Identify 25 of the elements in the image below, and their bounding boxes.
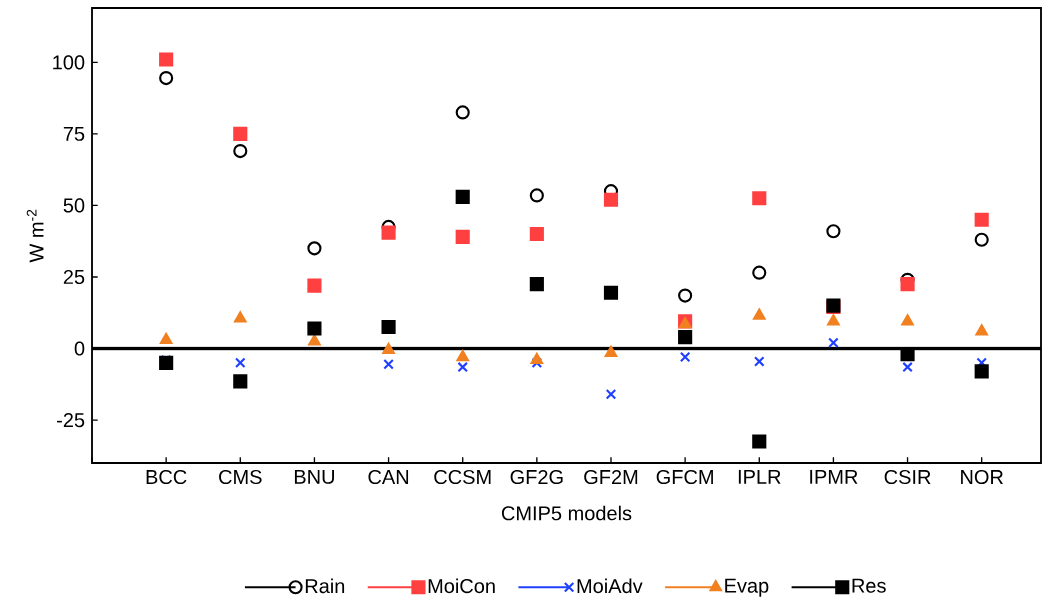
- y-axis-title: W m$^{-2}$: [26, 209, 44, 263]
- x-tick-label: CAN: [368, 469, 409, 485]
- y-tick-label: 75: [63, 126, 85, 141]
- x-tick-label: GFCM: [656, 469, 713, 485]
- x-tick-label: BCC: [146, 469, 187, 485]
- legend-label: MoiAdv: [577, 578, 643, 594]
- x-axis-title: CMIP5 models: [501, 505, 632, 521]
- legend-label: MoiCon: [428, 578, 495, 594]
- y-tick-label: 100: [53, 55, 85, 70]
- x-tick-label: IPLR: [738, 469, 781, 484]
- x-tick-label: BNU: [294, 469, 334, 484]
- x-tick-label: NOR: [961, 469, 1003, 485]
- x-tick-label: GF2G: [510, 469, 563, 485]
- x-tick-label: IPMR: [810, 469, 858, 484]
- x-tick-label: GF2M: [584, 469, 638, 485]
- x-tick-label: CSIR: [884, 469, 931, 485]
- y-tick-label: 50: [63, 198, 85, 213]
- y-tick-label: 25: [63, 269, 85, 285]
- x-tick-label: CCSM: [434, 469, 491, 485]
- y-tick-label: -25: [57, 412, 85, 428]
- legend-label: Rain: [305, 578, 345, 594]
- y-tick-label: 0: [74, 341, 85, 356]
- x-tick-label: CMS: [219, 469, 262, 485]
- legend-label: Res: [852, 578, 886, 593]
- legend-label: Evap: [725, 578, 769, 597]
